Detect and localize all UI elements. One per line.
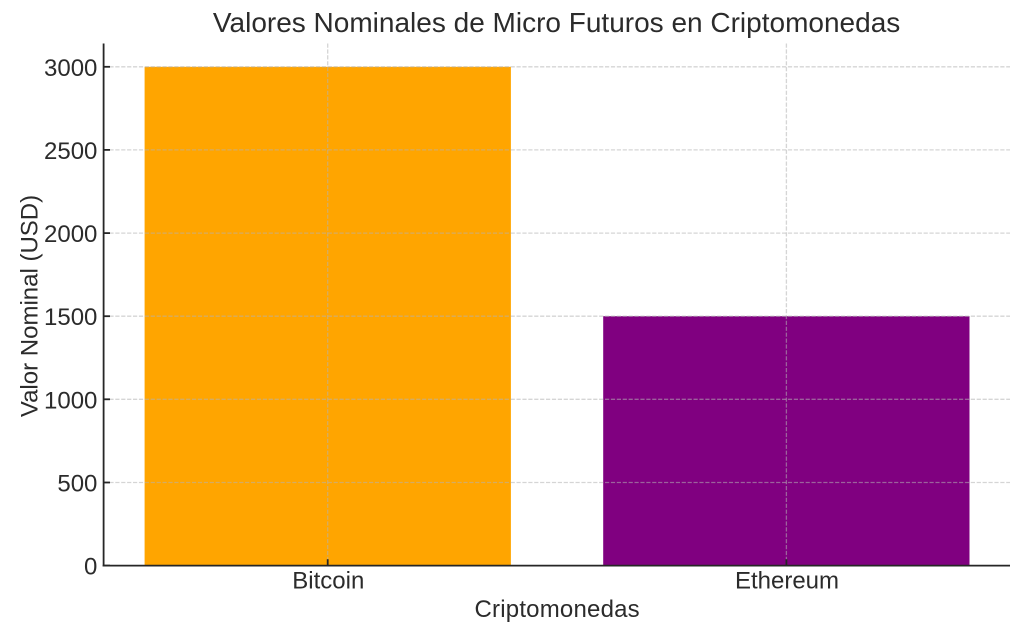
svg-text:2500: 2500 <box>44 138 97 165</box>
svg-text:2000: 2000 <box>44 221 97 248</box>
svg-text:Bitcoin: Bitcoin <box>292 568 364 595</box>
svg-text:Criptomonedas: Criptomonedas <box>475 596 640 623</box>
svg-text:0: 0 <box>84 554 97 581</box>
svg-text:3000: 3000 <box>44 55 97 82</box>
svg-text:Ethereum: Ethereum <box>735 568 839 595</box>
svg-text:1500: 1500 <box>44 304 97 331</box>
svg-text:Valores Nominales de Micro Fut: Valores Nominales de Micro Futuros en Cr… <box>213 7 900 38</box>
svg-text:500: 500 <box>57 471 97 498</box>
svg-text:1000: 1000 <box>44 387 97 414</box>
svg-text:Valor Nominal (USD): Valor Nominal (USD) <box>17 195 44 417</box>
